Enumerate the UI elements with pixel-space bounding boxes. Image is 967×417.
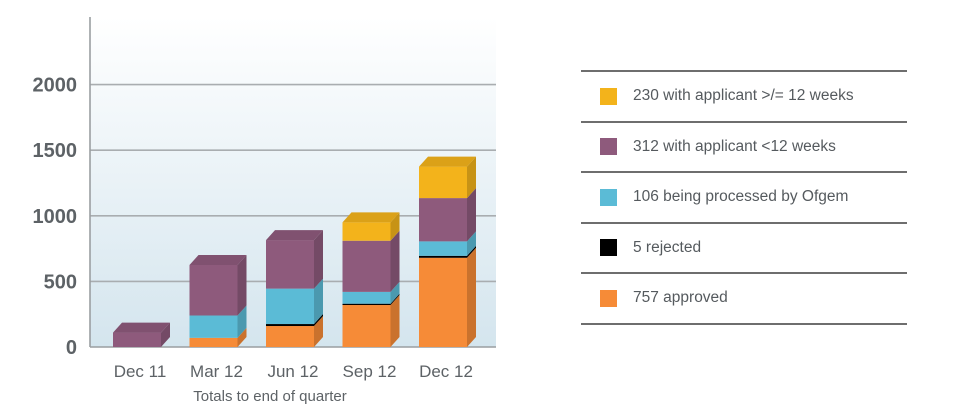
bar-sep-12-106-being-processed-by-ofgem bbox=[342, 281, 400, 304]
legend-label-over-12-weeks: 230 with applicant >/= 12 weeks bbox=[633, 87, 854, 105]
bar-side-sep-12-106-being-processed-by-ofgem bbox=[390, 281, 400, 304]
bar-side-mar-12-757-approved bbox=[237, 327, 247, 347]
bar-front-jun-12-106-being-processed-by-ofgem bbox=[266, 288, 314, 325]
y-tick-label-500: 500 bbox=[44, 271, 77, 293]
legend-swatch-over-12-weeks bbox=[600, 87, 617, 105]
bar-front-dec-12-230-with-applicant-12-weeks bbox=[419, 166, 467, 199]
bar-side-mar-12-106-being-processed-by-ofgem bbox=[237, 305, 247, 338]
bar-side-sep-12-5-rejected bbox=[390, 293, 400, 306]
x-tick-label-jun-12: Jun 12 bbox=[267, 362, 318, 381]
bar-top-sep-12-230-with-applicant-12-weeks bbox=[342, 212, 400, 223]
y-tick-label-0: 0 bbox=[66, 337, 77, 359]
legend-item-over-12-weeks: 230 with applicant >/= 12 weeks bbox=[581, 72, 907, 123]
legend-item-being-processed: 106 being processed by Ofgem bbox=[581, 173, 907, 224]
bar-top-jun-12-312-with-applicant-12-weeks bbox=[266, 230, 323, 241]
bar-side-jun-12-5-rejected bbox=[314, 314, 323, 327]
bar-dec-12-5-rejected bbox=[419, 245, 476, 258]
legend-label-being-processed: 106 being processed by Ofgem bbox=[633, 188, 849, 206]
bar-front-dec-11-312-with-applicant-12-weeks bbox=[113, 332, 161, 347]
legend-item-rejected: 5 rejected bbox=[581, 224, 907, 274]
bar-side-dec-12-757-approved bbox=[467, 247, 476, 347]
bar-jun-12-106-being-processed-by-ofgem bbox=[266, 278, 323, 325]
bar-front-mar-12-757-approved bbox=[189, 337, 238, 347]
bar-side-jun-12-106-being-processed-by-ofgem bbox=[314, 278, 323, 325]
x-axis-title: Totals to end of quarter bbox=[193, 388, 346, 405]
bar-front-dec-12-757-approved bbox=[419, 257, 467, 347]
bar-side-dec-12-5-rejected bbox=[467, 245, 476, 258]
bar-mar-12-757-approved bbox=[189, 327, 247, 347]
legend-swatch-approved bbox=[600, 289, 617, 307]
x-tick-label-sep-12: Sep 12 bbox=[343, 362, 397, 381]
legend-label-approved: 757 approved bbox=[633, 289, 728, 307]
bar-front-mar-12-106-being-processed-by-ofgem bbox=[189, 315, 238, 338]
bar-side-jun-12-757-approved bbox=[314, 316, 323, 347]
bar-front-jun-12-312-with-applicant-12-weeks bbox=[266, 240, 314, 289]
legend-swatch-rejected bbox=[600, 239, 617, 257]
bar-side-dec-12-106-being-processed-by-ofgem bbox=[467, 231, 476, 256]
bar-front-dec-12-312-with-applicant-12-weeks bbox=[419, 198, 467, 242]
legend-item-approved: 757 approved bbox=[581, 274, 907, 325]
bar-side-mar-12-312-with-applicant-12-weeks bbox=[237, 255, 247, 316]
bar-side-dec-12-230-with-applicant-12-weeks bbox=[467, 156, 476, 199]
legend-item-under-12-weeks: 312 with applicant <12 weeks bbox=[581, 123, 907, 173]
bar-side-sep-12-230-with-applicant-12-weeks bbox=[390, 212, 400, 241]
bar-front-mar-12-312-with-applicant-12-weeks bbox=[189, 265, 238, 316]
bar-sep-12-757-approved bbox=[342, 295, 400, 347]
bar-mar-12-312-with-applicant-12-weeks bbox=[189, 255, 247, 316]
bar-sep-12-230-with-applicant-12-weeks bbox=[342, 212, 400, 241]
bar-dec-12-230-with-applicant-12-weeks bbox=[419, 156, 476, 199]
bar-side-dec-11-312-with-applicant-12-weeks bbox=[161, 322, 170, 347]
bar-dec-12-757-approved bbox=[419, 247, 476, 347]
legend-swatch-under-12-weeks bbox=[600, 138, 617, 156]
legend: 230 with applicant >/= 12 weeks 312 with… bbox=[581, 70, 907, 325]
bar-dec-12-312-with-applicant-12-weeks bbox=[419, 188, 476, 242]
bar-top-dec-11-312-with-applicant-12-weeks bbox=[113, 322, 170, 333]
bar-jun-12-757-approved bbox=[266, 316, 323, 347]
bar-sep-12-5-rejected bbox=[342, 293, 400, 306]
bar-front-dec-12-106-being-processed-by-ofgem bbox=[419, 241, 467, 256]
y-tick-label-1500: 1500 bbox=[33, 140, 78, 162]
bar-front-sep-12-757-approved bbox=[342, 305, 391, 347]
bar-side-sep-12-312-with-applicant-12-weeks bbox=[390, 230, 400, 292]
bar-front-jun-12-5-rejected bbox=[266, 324, 314, 327]
bar-jun-12-5-rejected bbox=[266, 314, 323, 327]
legend-swatch-being-processed bbox=[600, 188, 617, 206]
bar-side-dec-12-312-with-applicant-12-weeks bbox=[467, 188, 476, 242]
legend-label-under-12-weeks: 312 with applicant <12 weeks bbox=[633, 137, 836, 155]
legend-label-rejected: 5 rejected bbox=[633, 238, 702, 256]
bar-sep-12-312-with-applicant-12-weeks bbox=[342, 230, 400, 292]
x-tick-label-dec-12: Dec 12 bbox=[419, 362, 473, 381]
x-tick-label-dec-11: Dec 11 bbox=[114, 362, 167, 381]
bar-front-sep-12-312-with-applicant-12-weeks bbox=[342, 240, 391, 292]
bar-front-sep-12-5-rejected bbox=[342, 303, 391, 306]
bar-front-sep-12-106-being-processed-by-ofgem bbox=[342, 291, 391, 304]
bar-dec-11-312-with-applicant-12-weeks bbox=[113, 322, 170, 347]
x-tick-label-mar-12: Mar 12 bbox=[190, 362, 243, 381]
bar-side-sep-12-757-approved bbox=[390, 295, 400, 347]
y-tick-label-1000: 1000 bbox=[33, 206, 78, 228]
stacked-bar-chart: 0 500 1000 1500 2000 Dec 11 Mar 12 Jun 12 Sep 12… bbox=[33, 17, 496, 405]
bar-front-jun-12-757-approved bbox=[266, 326, 314, 347]
bar-top-dec-12-230-with-applicant-12-weeks bbox=[419, 156, 476, 167]
bar-side-jun-12-312-with-applicant-12-weeks bbox=[314, 230, 323, 289]
bar-mar-12-106-being-processed-by-ofgem bbox=[189, 305, 247, 338]
bar-top-mar-12-312-with-applicant-12-weeks bbox=[189, 255, 247, 265]
bar-jun-12-312-with-applicant-12-weeks bbox=[266, 230, 323, 289]
y-tick-label-2000: 2000 bbox=[33, 75, 78, 97]
bar-front-dec-12-5-rejected bbox=[419, 255, 467, 258]
bar-front-sep-12-230-with-applicant-12-weeks bbox=[342, 222, 391, 241]
bar-dec-12-106-being-processed-by-ofgem bbox=[419, 231, 476, 256]
legend-top-rule bbox=[581, 70, 907, 72]
